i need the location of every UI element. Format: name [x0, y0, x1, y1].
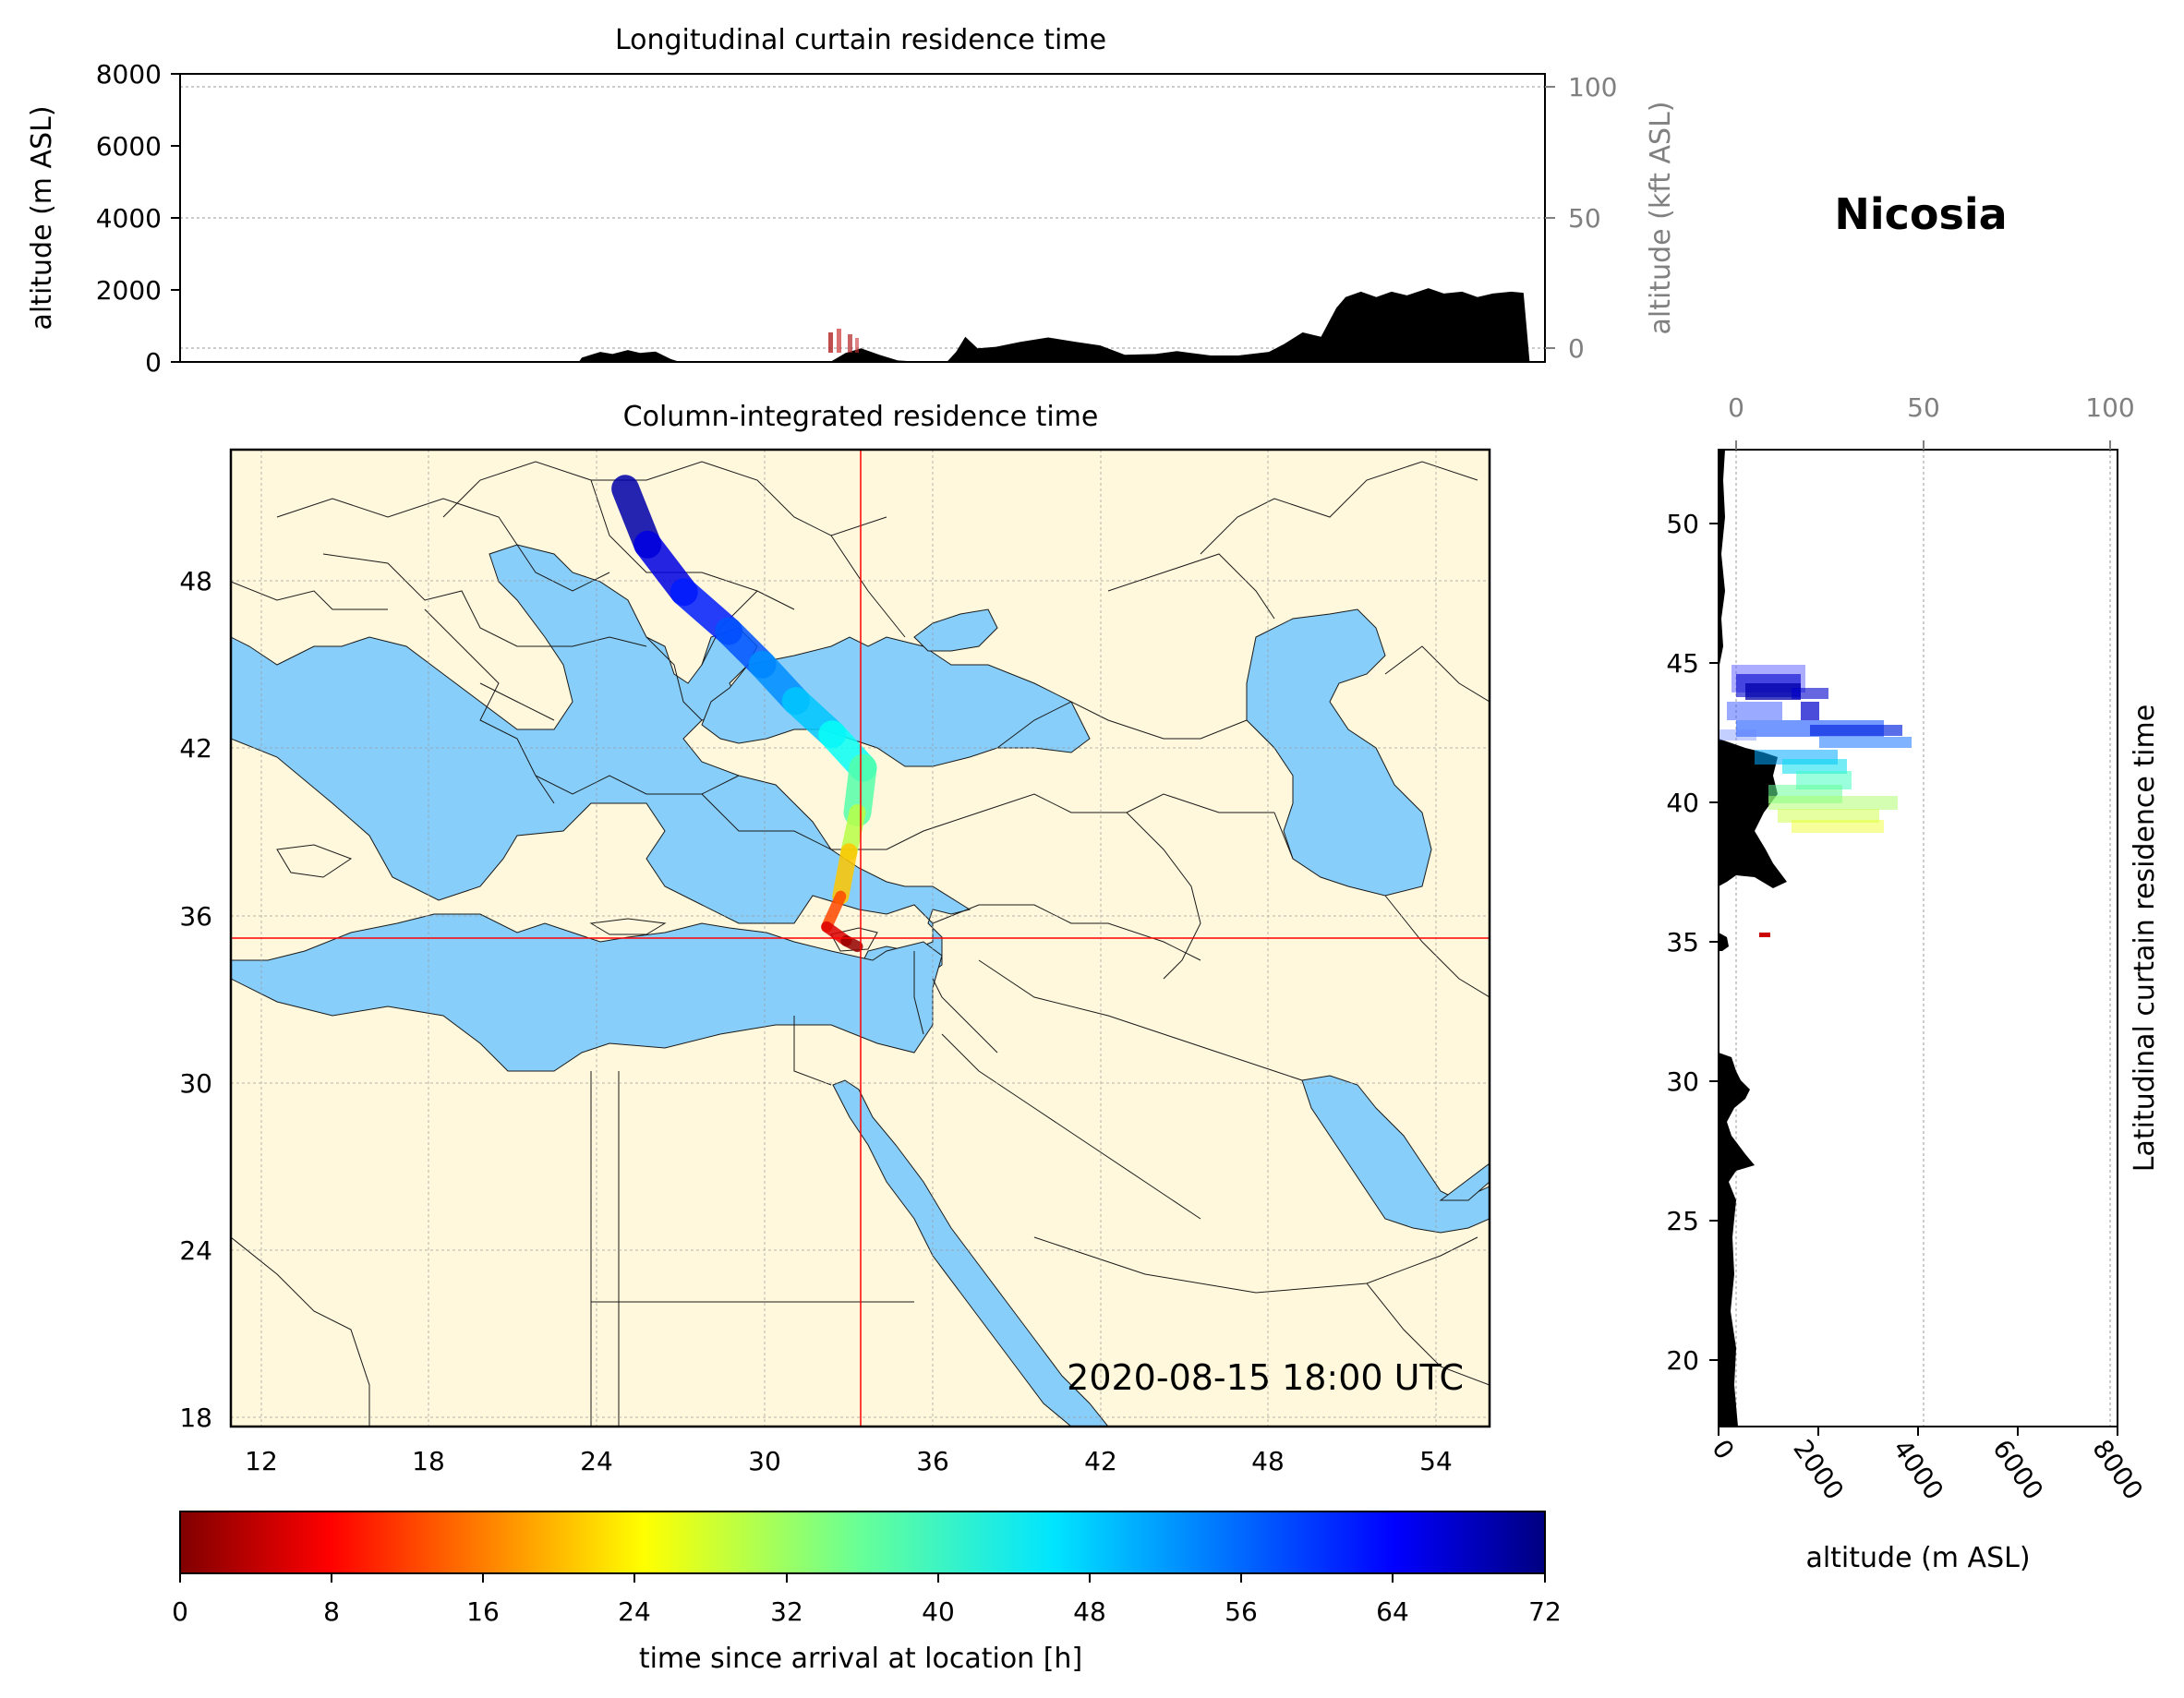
map-xtick-54: 54 — [1419, 1446, 1453, 1476]
top-terrain-profile — [180, 288, 1530, 362]
top-right-yaxis: 0 50 100 altitude (kft ASL) — [1545, 72, 1677, 364]
map-xtick-30: 30 — [748, 1446, 781, 1476]
cb-tick-8: 8 — [323, 1596, 340, 1627]
top-rtick-0: 0 — [1568, 333, 1585, 364]
map-xtick-42: 42 — [1084, 1446, 1117, 1476]
colorbar-label: time since arrival at location [h] — [639, 1643, 1082, 1675]
caspian-sea — [1246, 608, 1432, 897]
top-ylabel-right: altitude (kft ASL) — [1645, 101, 1677, 334]
right-ytick-30: 30 — [1666, 1066, 1699, 1097]
cb-tick-72: 72 — [1528, 1596, 1562, 1627]
eastern-mediterranean — [231, 913, 943, 1072]
map-xtick-18: 18 — [412, 1446, 445, 1476]
persian-gulf — [1301, 1075, 1490, 1234]
map-ytick-18: 18 — [179, 1403, 212, 1433]
cb-tick-40: 40 — [922, 1596, 955, 1627]
right-terrain-profile — [1719, 450, 1787, 1427]
right-ytick-20: 20 — [1666, 1345, 1699, 1376]
top-ytick-4000: 4000 — [96, 203, 162, 234]
right-ytick-25: 25 — [1666, 1206, 1699, 1236]
right-xtick-0: 0 — [1706, 1434, 1740, 1465]
map-xtick-24: 24 — [580, 1446, 613, 1476]
top-residence-mark — [828, 329, 859, 353]
top-left-yaxis: 0 2000 4000 6000 8000 altitude (m ASL) — [26, 59, 180, 378]
right-bottom-xaxis: 0 2000 4000 6000 8000 altitude (m ASL) — [1706, 1427, 2149, 1574]
map-xtick-36: 36 — [916, 1446, 949, 1476]
map-xtick-12: 12 — [245, 1446, 278, 1476]
plume-segment — [840, 935, 863, 953]
right-ytick-50: 50 — [1666, 509, 1699, 539]
island-crete — [589, 918, 667, 935]
top-rtick-100: 100 — [1568, 72, 1617, 102]
right-yaxis: 50 45 40 35 30 25 20 Latitudinal curtain… — [1666, 509, 2161, 1376]
right-top-tick-100: 100 — [2085, 392, 2134, 423]
location-title: Nicosia — [1834, 189, 2007, 239]
cb-tick-16: 16 — [466, 1596, 500, 1627]
cb-tick-64: 64 — [1376, 1596, 1409, 1627]
right-xtick-8000: 8000 — [2086, 1434, 2149, 1505]
plume-segment — [832, 843, 858, 905]
right-top-xaxis: 0 50 100 — [1728, 392, 2135, 450]
sea-of-azov — [913, 608, 998, 652]
map-ytick-48: 48 — [179, 566, 212, 596]
right-ytick-40: 40 — [1666, 788, 1699, 818]
map-panel: Column-integrated residence time — [179, 401, 1491, 1476]
right-top-tick-0: 0 — [1728, 392, 1744, 423]
arabian-sea — [1439, 1162, 1490, 1201]
cb-tick-48: 48 — [1073, 1596, 1106, 1627]
cb-tick-32: 32 — [770, 1596, 803, 1627]
top-rtick-50: 50 — [1568, 203, 1601, 234]
map-ytick-36: 36 — [179, 901, 212, 932]
right-ytick-35: 35 — [1666, 927, 1699, 957]
top-ytick-8000: 8000 — [96, 59, 162, 90]
map-yaxis: 18 24 30 36 42 48 — [179, 566, 212, 1433]
right-ytick-45: 45 — [1666, 648, 1699, 679]
right-ylabel: Latitudinal curtain residence time — [2129, 704, 2161, 1172]
top-ytick-6000: 6000 — [96, 131, 162, 162]
map-title: Column-integrated residence time — [623, 401, 1099, 433]
latitudinal-curtain-panel: 50 45 40 35 30 25 20 Latitudinal curtain… — [1666, 392, 2161, 1574]
plume-segment — [821, 890, 847, 933]
longitudinal-curtain-panel: Longitudinal curtain residence time — [26, 24, 1677, 378]
right-top-tick-50: 50 — [1907, 392, 1940, 423]
right-xtick-2000: 2000 — [1787, 1434, 1850, 1505]
top-ylabel-left: altitude (m ASL) — [26, 105, 58, 330]
top-panel-title: Longitudinal curtain residence time — [615, 24, 1106, 56]
timestamp-label: 2020-08-15 18:00 UTC — [1067, 1357, 1464, 1398]
colorbar-ticks — [179, 1573, 1546, 1583]
cb-tick-24: 24 — [618, 1596, 651, 1627]
island-sicily — [276, 844, 353, 878]
cb-tick-0: 0 — [172, 1596, 188, 1627]
map-xaxis: 12 18 24 30 36 42 48 54 — [245, 1446, 1453, 1476]
map-ytick-24: 24 — [179, 1235, 212, 1266]
red-sea — [832, 1079, 1109, 1427]
water-bodies — [231, 544, 1490, 1427]
colorbar: 0 8 16 24 32 40 48 56 64 72 time since a… — [172, 1511, 1562, 1675]
right-xlabel: altitude (m ASL) — [1805, 1542, 2030, 1574]
right-residence-blobs — [1719, 665, 1912, 937]
top-ytick-0: 0 — [145, 347, 162, 378]
right-xtick-4000: 4000 — [1887, 1434, 1949, 1505]
cb-tick-56: 56 — [1225, 1596, 1258, 1627]
map-xtick-48: 48 — [1251, 1446, 1285, 1476]
colorbar-gradient — [179, 1511, 1546, 1574]
top-ytick-2000: 2000 — [96, 275, 162, 306]
map-ytick-42: 42 — [179, 733, 212, 764]
map-ytick-30: 30 — [179, 1068, 212, 1099]
right-grid — [1735, 450, 2111, 1427]
right-xtick-6000: 6000 — [1986, 1434, 2049, 1505]
